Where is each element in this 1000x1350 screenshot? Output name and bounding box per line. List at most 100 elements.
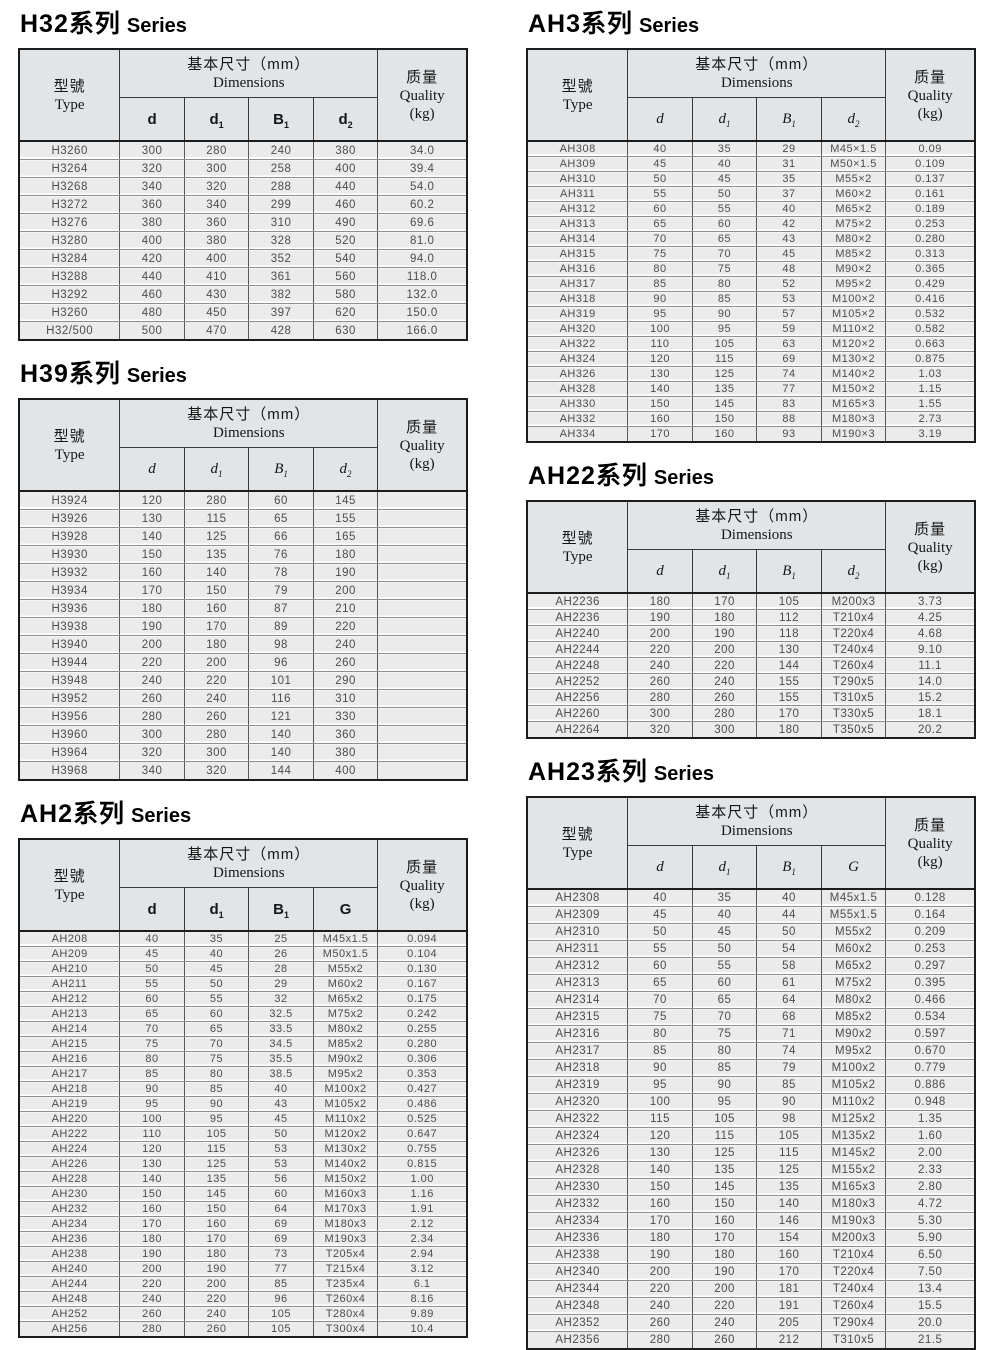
table-row: AH211 55 50 29 M60x2 0.167 xyxy=(18,976,468,992)
b1-cell: 26 xyxy=(248,946,314,962)
d-cell: 55 xyxy=(627,186,693,202)
table-row: AH312 60 55 40 M65×2 0.189 xyxy=(526,201,976,217)
d-cell: 80 xyxy=(627,1025,693,1043)
d1-cell: 240 xyxy=(691,673,758,690)
g-cell: T220x4 xyxy=(820,1263,887,1281)
table-row: AH2340 200 190 170 T220x4 7.50 xyxy=(526,1263,976,1281)
table-row: H3960 300 280 140 360 xyxy=(18,725,468,744)
table-row: AH210 50 45 28 M55x2 0.130 xyxy=(18,961,468,977)
d1-cell: 260 xyxy=(691,1331,758,1349)
dim-col-header-d1: d1 xyxy=(183,887,250,932)
d1-cell: 40 xyxy=(183,946,250,962)
dimensions-header-en: Dimensions xyxy=(720,823,793,839)
type-cell: H3288 xyxy=(18,267,121,286)
b1-cell: 64 xyxy=(248,1201,314,1217)
table-row: AH328 140 135 77 M150×2 1.15 xyxy=(526,381,976,397)
b1-cell: 61 xyxy=(756,974,822,992)
quality-cell: 0.948 xyxy=(885,1093,976,1111)
type-cell: AH216 xyxy=(18,1051,121,1067)
type-cell: AH2236 xyxy=(526,593,629,610)
d-cell: 130 xyxy=(119,509,185,528)
type-cell: H3928 xyxy=(18,527,121,546)
type-cell: AH311 xyxy=(526,186,629,202)
quality-cell: 0.167 xyxy=(377,976,468,992)
quality-cell: 1.16 xyxy=(377,1186,468,1202)
g-cell: M135x2 xyxy=(820,1127,887,1145)
g-cell: M110x2 xyxy=(820,1093,887,1111)
table-row: AH2319 95 90 85 M105x2 0.886 xyxy=(526,1076,976,1094)
b1-cell: 77 xyxy=(248,1261,314,1277)
dim-col-header-g: G xyxy=(312,887,379,932)
d1-cell: 55 xyxy=(691,957,758,975)
quality-cell: 0.755 xyxy=(377,1141,468,1157)
header-row-1: 型號 Type 基本尺寸（mm） Dimensions 质量 Quality (kg) xyxy=(526,500,976,594)
dimensions-header: 基本尺寸（mm） Dimensions xyxy=(627,796,887,846)
table-row: AH315 75 70 45 M85×2 0.313 xyxy=(526,246,976,262)
quality-header-en: Quality xyxy=(399,877,445,894)
d-cell: 420 xyxy=(119,249,185,268)
type-cell: H3956 xyxy=(18,707,121,726)
d1-cell: 135 xyxy=(691,381,758,397)
b1-cell: 212 xyxy=(756,1331,822,1349)
d1-cell: 125 xyxy=(183,527,250,546)
type-header-cn: 型號 xyxy=(53,427,86,445)
d1-cell: 75 xyxy=(691,261,758,277)
d1-cell: 125 xyxy=(183,1156,250,1172)
type-cell: AH2260 xyxy=(526,705,629,722)
quality-cell: 150.0 xyxy=(377,303,468,322)
g-cell: M180x3 xyxy=(820,1195,887,1213)
b1-cell: 140 xyxy=(248,725,314,744)
quality-cell: 69.6 xyxy=(377,213,468,232)
d-cell: 460 xyxy=(119,285,185,304)
dimensions-header-cn: 基本尺寸（mm） xyxy=(187,56,311,73)
b1-cell: 53 xyxy=(756,291,822,307)
g-cell: M105x2 xyxy=(312,1096,379,1112)
dimensions-header-cn: 基本尺寸（mm） xyxy=(187,846,311,863)
d-cell: 130 xyxy=(627,1144,693,1162)
d-cell: 180 xyxy=(119,599,185,618)
table-row: AH252 260 240 105 T280x4 9.89 xyxy=(18,1306,468,1322)
d1-cell: 160 xyxy=(691,426,758,442)
type-cell: AH213 xyxy=(18,1006,121,1022)
g-cell: M100x2 xyxy=(820,1059,887,1077)
d2-cell: 330 xyxy=(312,707,379,726)
dim-col-header-d1: d1 xyxy=(691,97,758,142)
d-cell: 120 xyxy=(119,491,185,510)
d-cell: 190 xyxy=(119,617,185,636)
b1-cell: 53 xyxy=(248,1141,314,1157)
d1-cell: 140 xyxy=(183,563,250,582)
series-title-en: Series xyxy=(639,15,700,37)
quality-cell: 5.30 xyxy=(885,1212,976,1230)
table-row: AH317 85 80 52 M95×2 0.429 xyxy=(526,276,976,292)
series-title-cn: AH3系列 xyxy=(528,10,634,38)
d1-cell: 220 xyxy=(691,1297,758,1315)
table-row: AH334 170 160 93 M190×3 3.19 xyxy=(526,426,976,442)
series-title-cn: AH22系列 xyxy=(528,462,648,490)
d-cell: 320 xyxy=(119,743,185,762)
d-cell: 500 xyxy=(119,321,185,340)
d-cell: 220 xyxy=(119,653,185,672)
b1-cell: 96 xyxy=(248,1291,314,1307)
d-cell: 50 xyxy=(627,923,693,941)
table-row: H3936 180 160 87 210 xyxy=(18,599,468,618)
g-cell: M55x2 xyxy=(820,923,887,941)
series-title-cn: H39系列 xyxy=(20,360,121,388)
dim-col-header-d1: d1 xyxy=(183,447,250,492)
table-row: H3276 380 360 310 490 69.6 xyxy=(18,213,468,232)
dim-col-header-b1: B1 xyxy=(756,97,822,142)
quality-cell: 0.104 xyxy=(377,946,468,962)
d1-cell: 40 xyxy=(691,906,758,924)
d1-cell: 65 xyxy=(691,231,758,247)
d1-cell: 160 xyxy=(691,1212,758,1230)
d-cell: 180 xyxy=(627,1229,693,1247)
d-cell: 45 xyxy=(627,156,693,172)
table-row: AH2316 80 75 71 M90x2 0.597 xyxy=(526,1025,976,1043)
d1-cell: 90 xyxy=(691,1076,758,1094)
d-cell: 70 xyxy=(627,231,693,247)
g-cell: M65x2 xyxy=(312,991,379,1007)
b1-cell: 35.5 xyxy=(248,1051,314,1067)
quality-cell xyxy=(377,707,468,726)
type-cell: AH219 xyxy=(18,1096,121,1112)
table-row: H3928 140 125 66 165 xyxy=(18,527,468,546)
type-cell: AH2336 xyxy=(526,1229,629,1247)
